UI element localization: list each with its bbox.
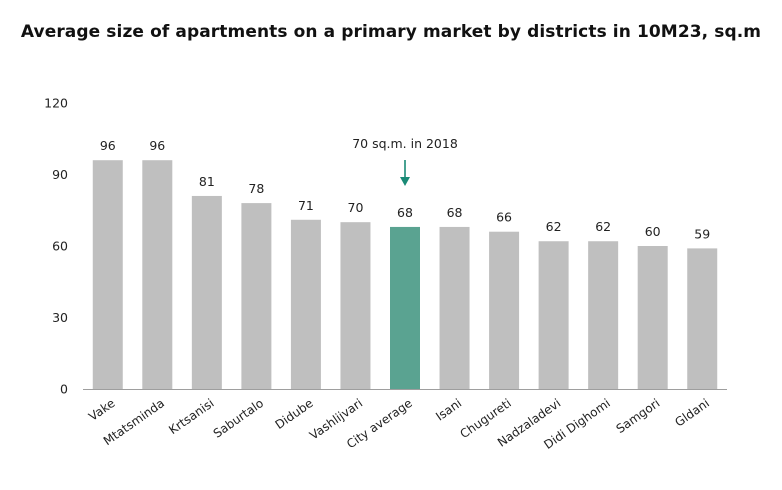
bar-mtatsminda [142, 160, 173, 389]
x-tick-label-didube: Didube [273, 396, 316, 432]
bar-isani [439, 226, 470, 389]
data-label-isani: 68 [447, 205, 463, 220]
x-tick-label-gldani: Gldani [672, 396, 712, 430]
bar-chugureti [489, 231, 520, 389]
bar-didube [290, 219, 321, 389]
annotation-text: 70 sq.m. in 2018 [352, 136, 458, 151]
bar-gldani [687, 248, 718, 389]
bar-saburtalo [241, 203, 272, 389]
chart-title: Average size of apartments on a primary … [20, 22, 762, 42]
bar-nadzaladevi [538, 241, 569, 389]
x-tick-label-vake: Vake [86, 396, 117, 424]
annotation-arrow-head [400, 177, 410, 186]
bars-group [92, 160, 718, 389]
data-label-vashlijvari: 70 [348, 200, 364, 215]
annotation-group: 70 sq.m. in 2018 [352, 136, 458, 186]
data-label-samgori: 60 [645, 224, 661, 239]
data-label-mtatsminda: 96 [149, 138, 165, 153]
bar-krtsanisi [191, 195, 222, 389]
y-tick-label-30: 30 [52, 310, 68, 325]
data-label-didi-dighomi: 62 [595, 219, 611, 234]
data-label-saburtalo: 78 [248, 181, 264, 196]
data-labels-group: 96 96 81 78 71 70 68 68 66 62 62 60 59 [100, 138, 710, 241]
data-label-chugureti: 66 [496, 210, 512, 225]
data-label-nadzaladevi: 62 [546, 219, 562, 234]
data-label-gldani: 59 [694, 226, 710, 241]
x-tick-label-saburtalo: Saburtalo [211, 396, 266, 441]
x-tick-label-isani: Isani [433, 396, 464, 424]
bar-samgori [637, 246, 668, 389]
bar-vashlijvari [340, 222, 371, 389]
y-tick-label-120: 120 [44, 96, 68, 111]
data-label-vake: 96 [100, 138, 116, 153]
y-tick-label-60: 60 [52, 239, 68, 254]
x-tick-label-krtsanisi: Krtsanisi [166, 396, 216, 437]
x-tick-label-samgori: Samgori [614, 396, 663, 436]
y-tick-label-90: 90 [52, 167, 68, 182]
bar-vake [92, 160, 123, 389]
bar-didi-dighomi [588, 241, 619, 389]
bar-city-average [390, 226, 420, 389]
data-label-krtsanisi: 81 [199, 174, 215, 189]
y-axis-tick-labels: 0 30 60 90 120 [44, 96, 68, 397]
data-label-didube: 71 [298, 198, 314, 213]
data-label-city-average: 68 [397, 205, 413, 220]
y-tick-label-0: 0 [60, 382, 68, 397]
